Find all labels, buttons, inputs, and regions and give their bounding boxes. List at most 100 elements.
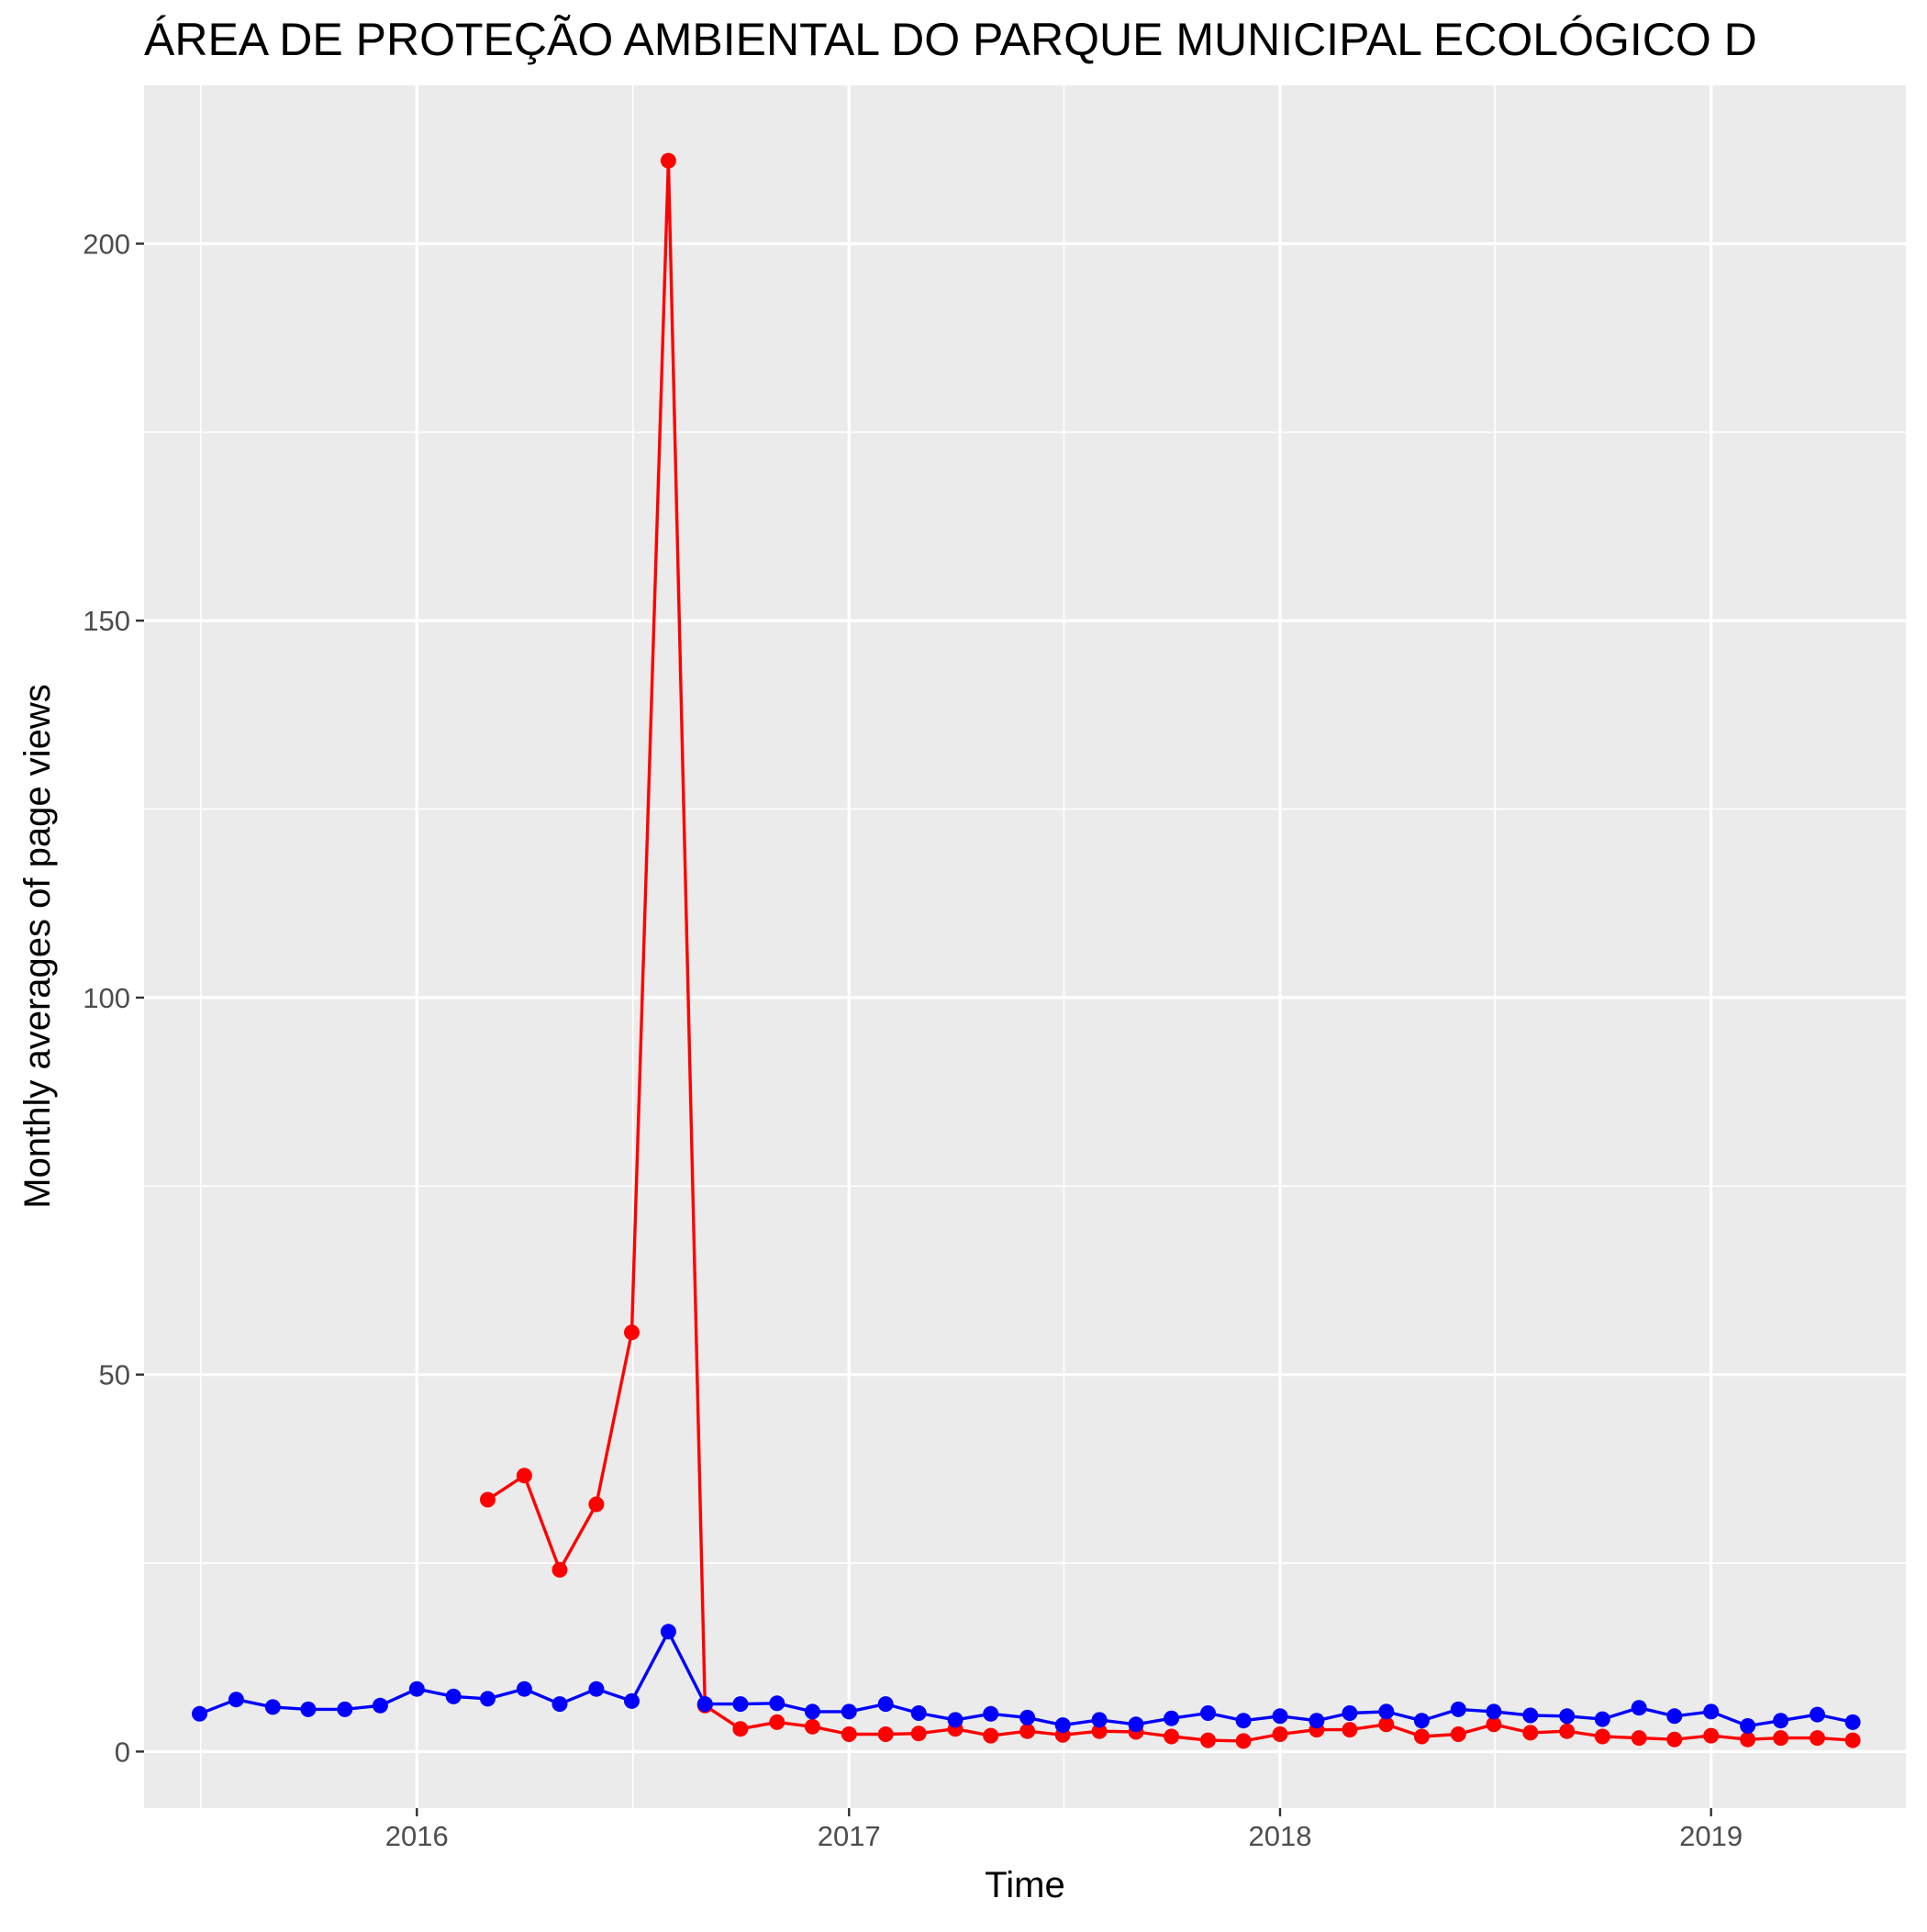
data-point	[516, 1681, 532, 1697]
data-point	[1200, 1732, 1216, 1748]
x-axis: 2016 2017 2018 2019	[385, 1808, 1743, 1852]
data-point	[1631, 1700, 1647, 1716]
data-point	[841, 1726, 857, 1742]
data-point	[1164, 1728, 1180, 1745]
data-point	[732, 1696, 749, 1713]
data-point	[841, 1703, 857, 1720]
data-point	[696, 1696, 713, 1713]
series-2	[192, 1624, 1861, 1734]
data-point	[1703, 1703, 1720, 1720]
data-point	[877, 1726, 894, 1742]
plot-panel	[144, 85, 1906, 1808]
data-point	[1522, 1725, 1539, 1741]
data-point	[732, 1721, 749, 1737]
data-point	[1703, 1727, 1720, 1744]
data-point	[1054, 1717, 1071, 1734]
data-point	[480, 1491, 496, 1508]
y-tick-label: 150	[83, 605, 130, 637]
data-point	[1378, 1716, 1395, 1733]
y-tick-label: 100	[83, 982, 130, 1014]
data-point	[445, 1688, 462, 1704]
data-point	[337, 1701, 353, 1717]
minor-gridlines	[144, 85, 1906, 1808]
data-point	[660, 1624, 676, 1640]
data-point	[1342, 1722, 1358, 1738]
y-tick-label: 0	[115, 1736, 130, 1768]
data-point	[1486, 1716, 1502, 1733]
data-point	[1309, 1713, 1325, 1729]
data-point	[769, 1714, 785, 1730]
data-point	[1378, 1703, 1395, 1720]
data-point	[1235, 1713, 1252, 1729]
data-point	[624, 1324, 640, 1341]
y-axis: 0 50 100 150 200	[83, 229, 144, 1768]
data-point	[408, 1681, 425, 1697]
data-point	[1019, 1723, 1036, 1739]
data-point	[1342, 1705, 1358, 1721]
data-point	[1844, 1714, 1861, 1730]
x-tick-label: 2016	[385, 1820, 449, 1852]
x-tick-label: 2019	[1679, 1820, 1743, 1852]
x-axis-title: Time	[985, 1865, 1064, 1905]
data-point	[1450, 1726, 1466, 1742]
data-point	[910, 1705, 927, 1721]
data-point	[1091, 1723, 1108, 1739]
data-point	[1810, 1706, 1825, 1723]
data-point	[588, 1681, 605, 1697]
data-point	[769, 1695, 785, 1712]
x-tick-label: 2018	[1248, 1820, 1311, 1852]
data-point	[624, 1692, 640, 1709]
data-point	[1522, 1707, 1539, 1724]
data-point	[1740, 1718, 1756, 1734]
data-point	[947, 1712, 964, 1728]
data-point	[588, 1496, 605, 1513]
data-point	[910, 1725, 927, 1742]
data-point	[192, 1705, 207, 1722]
data-point	[1272, 1708, 1288, 1725]
data-point	[1740, 1731, 1756, 1748]
data-point	[1200, 1705, 1216, 1721]
major-gridlines	[144, 85, 1906, 1808]
data-point	[1413, 1728, 1430, 1745]
data-point	[1450, 1701, 1466, 1717]
data-point	[1666, 1708, 1683, 1725]
data-point	[228, 1692, 244, 1708]
data-point	[1594, 1728, 1610, 1745]
data-point	[551, 1561, 568, 1578]
data-point	[1666, 1731, 1683, 1748]
y-axis-title: Monthly averages of page views	[17, 684, 58, 1208]
data-point	[1631, 1730, 1647, 1747]
data-point	[1559, 1708, 1576, 1725]
x-tick-label: 2017	[818, 1820, 881, 1852]
y-tick-label: 200	[83, 229, 130, 261]
data-point	[983, 1705, 999, 1722]
data-point	[1594, 1711, 1610, 1727]
chart-title: ÁREA DE PROTEÇÃO AMBIENTAL DO PARQUE MUN…	[144, 14, 1757, 65]
data-point	[1773, 1730, 1789, 1747]
data-point	[551, 1696, 568, 1713]
data-point	[1272, 1726, 1288, 1742]
data-point	[1773, 1713, 1789, 1729]
data-point	[1235, 1733, 1252, 1749]
data-point	[804, 1703, 820, 1720]
data-point	[480, 1691, 496, 1707]
y-tick-label: 50	[99, 1359, 130, 1391]
data-point	[1844, 1732, 1861, 1748]
data-point	[983, 1727, 999, 1744]
series-layer	[192, 152, 1861, 1749]
data-point	[804, 1718, 820, 1735]
data-point	[516, 1468, 532, 1484]
data-point	[1559, 1723, 1576, 1739]
data-point	[372, 1697, 388, 1714]
data-point	[264, 1699, 281, 1715]
data-point	[1128, 1716, 1144, 1733]
data-point	[1413, 1713, 1430, 1729]
data-point	[300, 1701, 317, 1717]
data-point	[1019, 1709, 1036, 1725]
data-point	[877, 1696, 894, 1713]
data-point	[660, 152, 676, 169]
data-point	[1810, 1730, 1825, 1747]
data-point	[1486, 1703, 1502, 1720]
